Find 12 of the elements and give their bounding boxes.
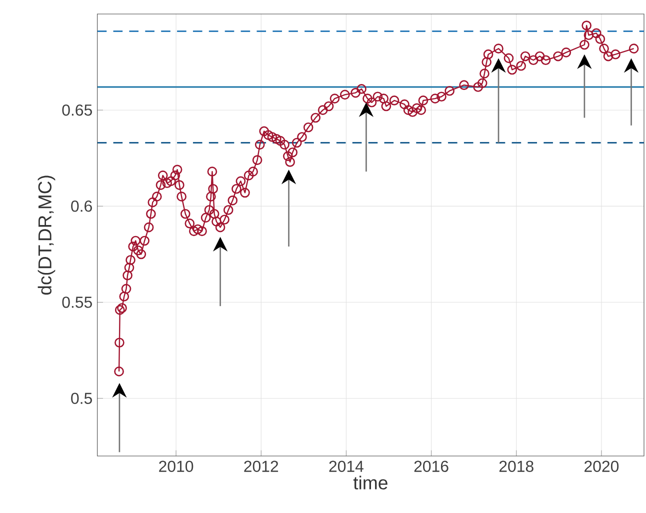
- x-axis-title: time: [353, 476, 388, 490]
- y-axis-title: dc(DT,DR,MC): [38, 176, 56, 295]
- x-tick-label: 2012: [244, 460, 278, 472]
- y-tick-label: 0.6: [71, 200, 92, 212]
- y-tick-label: 0.55: [62, 296, 92, 308]
- y-tick-label: 0.5: [71, 392, 92, 404]
- x-tick-label: 2018: [499, 460, 534, 472]
- x-tick-label: 2010: [159, 460, 194, 472]
- y-tick-label: 0.65: [62, 104, 92, 116]
- x-tick-label: 2016: [414, 460, 448, 472]
- x-tick-label: 2020: [584, 460, 619, 472]
- x-tick-label: 2014: [329, 460, 364, 472]
